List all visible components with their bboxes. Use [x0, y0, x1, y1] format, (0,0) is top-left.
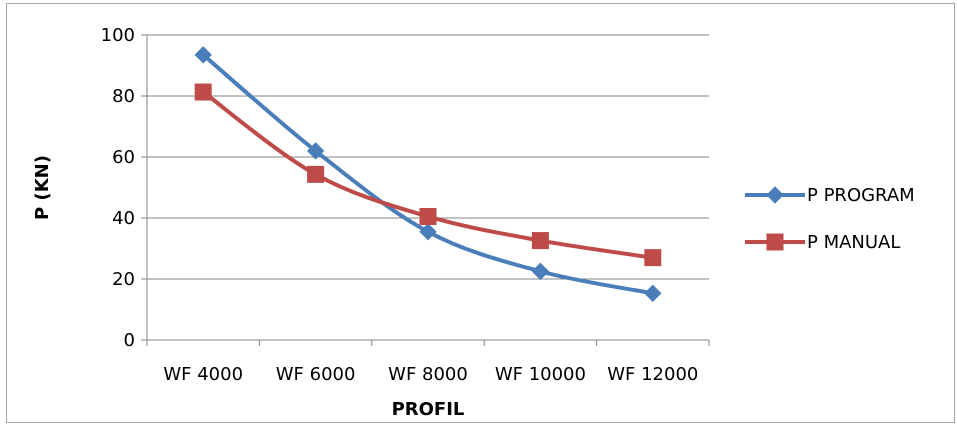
legend-label-p-manual: P MANUAL: [807, 232, 900, 253]
legend-marker-p-program: [766, 186, 784, 204]
x-tick-label: WF 12000: [607, 364, 698, 385]
data-point-p-manual: [644, 249, 662, 267]
y-tick-label: 40: [112, 208, 135, 229]
y-tick-label: 100: [101, 25, 135, 46]
x-tick-labels: WF 4000 WF 6000 WF 8000 WF 10000 WF 12000: [163, 364, 698, 385]
chart-frame: [6, 3, 955, 423]
data-point-p-program: [419, 223, 437, 241]
data-point-p-program: [644, 284, 662, 303]
y-tick-labels: 0 20 40 60 80 100: [101, 25, 135, 351]
x-tick-label: WF 8000: [388, 364, 468, 385]
x-tick-label: WF 10000: [495, 364, 586, 385]
x-tick-label: WF 6000: [276, 364, 356, 385]
x-tick-label: WF 4000: [163, 364, 243, 385]
data-point-p-manual: [307, 165, 325, 183]
y-axis-title: P (KN): [32, 155, 53, 220]
data-point-p-program: [194, 46, 212, 64]
data-point-p-manual: [419, 207, 437, 225]
legend-label-p-program: P PROGRAM: [807, 185, 915, 206]
x-axis-title: PROFIL: [392, 399, 465, 420]
legend-marker-p-manual: [766, 233, 784, 251]
y-tick-label: 80: [112, 86, 135, 107]
gridlines: [147, 34, 709, 280]
data-point-p-program: [306, 142, 325, 160]
series-line-p-program: [201, 52, 655, 296]
y-tick-label: 0: [124, 330, 135, 351]
legend: P PROGRAM P MANUAL: [745, 185, 915, 253]
data-point-p-manual: [531, 232, 549, 250]
series-lines: [201, 52, 655, 296]
axes: [141, 34, 710, 346]
data-point-p-manual: [194, 83, 212, 101]
data-point-p-program: [531, 262, 550, 281]
y-tick-label: 60: [112, 147, 135, 168]
y-tick-label: 20: [112, 269, 135, 290]
series-markers: [194, 46, 662, 303]
